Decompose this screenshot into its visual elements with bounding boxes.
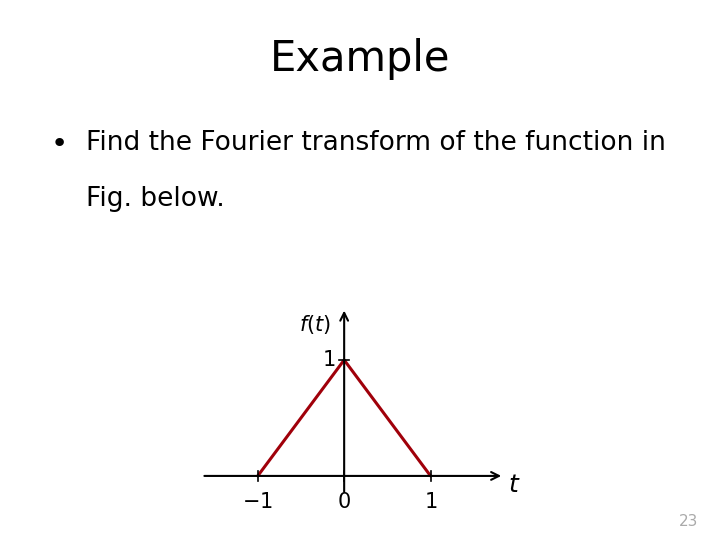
- Text: $1$: $1$: [322, 350, 336, 370]
- Text: •: •: [50, 130, 68, 158]
- Text: Fig. below.: Fig. below.: [86, 186, 225, 212]
- Text: $-1$: $-1$: [243, 492, 273, 512]
- Text: $f(t)$: $f(t)$: [300, 313, 331, 336]
- Text: Example: Example: [270, 38, 450, 80]
- Text: $0$: $0$: [337, 492, 351, 512]
- Text: $1$: $1$: [424, 492, 437, 512]
- Text: $t$: $t$: [508, 473, 521, 497]
- Text: Find the Fourier transform of the function in: Find the Fourier transform of the functi…: [86, 130, 666, 156]
- Text: 23: 23: [679, 514, 698, 529]
